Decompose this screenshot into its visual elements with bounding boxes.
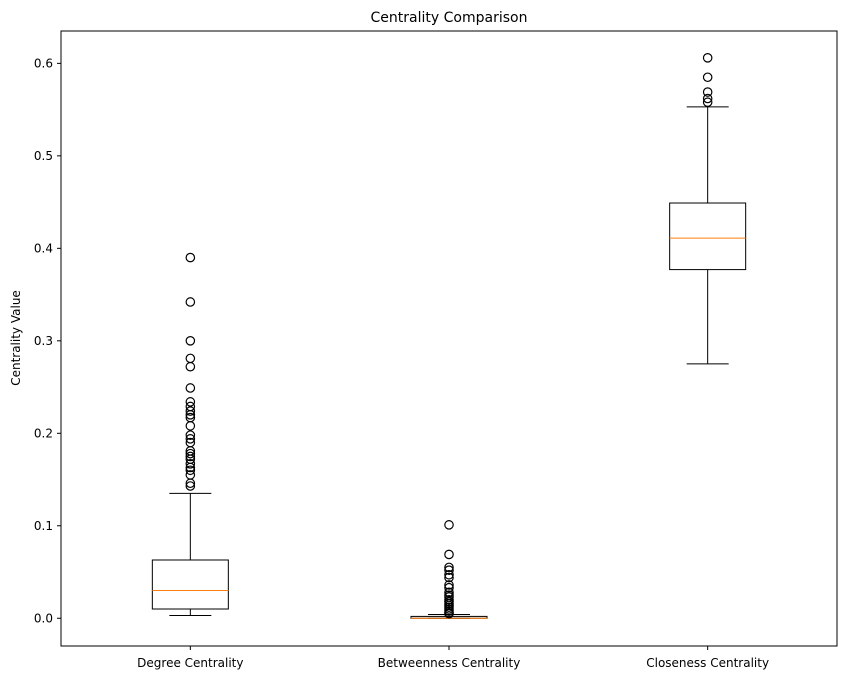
box-2-outlier-point bbox=[444, 549, 454, 560]
box-1-outlier-point bbox=[185, 412, 196, 423]
box-1-outlier-point bbox=[185, 297, 196, 307]
box-2-outlier-point bbox=[444, 580, 454, 590]
box-1-outlier-point bbox=[185, 481, 196, 491]
box-1-outlier-point bbox=[185, 406, 196, 416]
box-1-outlier-point bbox=[185, 448, 196, 459]
box-1-outlier-point bbox=[185, 401, 196, 412]
x-tick-label: Closeness Centrality bbox=[646, 656, 769, 670]
y-tick-label: 0.2 bbox=[34, 426, 53, 440]
box-2-outlier-point bbox=[444, 582, 454, 593]
chart-title: Centrality Comparison bbox=[371, 10, 528, 26]
box-2-outlier-point bbox=[444, 565, 454, 575]
box-1-outlier-point bbox=[185, 336, 196, 346]
box-2-outlier-point bbox=[444, 587, 454, 598]
box-1-outlier-point bbox=[185, 361, 196, 372]
box-1-iqr-box bbox=[151, 559, 229, 610]
box-3-outlier-point bbox=[702, 53, 713, 63]
box-2-outlier-point bbox=[444, 569, 454, 580]
box-1-outlier-point bbox=[185, 252, 196, 263]
box-3-outlier-point bbox=[702, 72, 713, 83]
y-tick-label: 0.6 bbox=[34, 56, 53, 70]
y-axis-title: Centrality Value bbox=[9, 290, 23, 386]
box-1-outlier-point bbox=[185, 451, 196, 462]
y-tick-label: 0.1 bbox=[34, 519, 53, 533]
y-tick-label: 0.0 bbox=[34, 611, 53, 625]
box-3-iqr-box bbox=[669, 202, 747, 271]
box-3-outlier-point bbox=[702, 87, 713, 97]
box-1-outlier-point bbox=[185, 421, 196, 431]
box-1-outlier-point bbox=[185, 470, 196, 480]
box-1-outlier-point bbox=[185, 437, 196, 448]
box-1-outlier-point bbox=[185, 353, 196, 364]
box-1-outlier-point bbox=[185, 397, 196, 407]
plot-frame bbox=[60, 30, 838, 647]
box-3-outlier-point bbox=[702, 97, 713, 108]
box-2-outlier-point bbox=[444, 562, 454, 573]
box-1-outlier-point bbox=[185, 430, 196, 440]
x-tick-label: Degree Centrality bbox=[137, 656, 243, 670]
y-tick-label: 0.5 bbox=[34, 149, 53, 163]
y-tick-label: 0.4 bbox=[34, 241, 53, 255]
box-1-outlier-point bbox=[185, 383, 196, 393]
box-2-outlier-point bbox=[444, 594, 454, 605]
y-tick-label: 0.3 bbox=[34, 334, 53, 348]
x-tick-label: Betweenness Centrality bbox=[378, 656, 521, 670]
box-1-outlier-point bbox=[185, 434, 196, 444]
box-1-outlier-point bbox=[185, 465, 196, 476]
box-1-outlier-point bbox=[185, 459, 196, 469]
plot-area: 0.0 0.1 0.2 0.3 0.4 0.5 0.6 Degree Centrality Be… bbox=[34, 53, 769, 670]
box-3-outlier-point bbox=[702, 93, 713, 104]
box-2-outlier-point bbox=[444, 520, 454, 530]
box-2-outlier-point bbox=[444, 590, 454, 600]
box-2-outlier-point bbox=[444, 572, 454, 583]
